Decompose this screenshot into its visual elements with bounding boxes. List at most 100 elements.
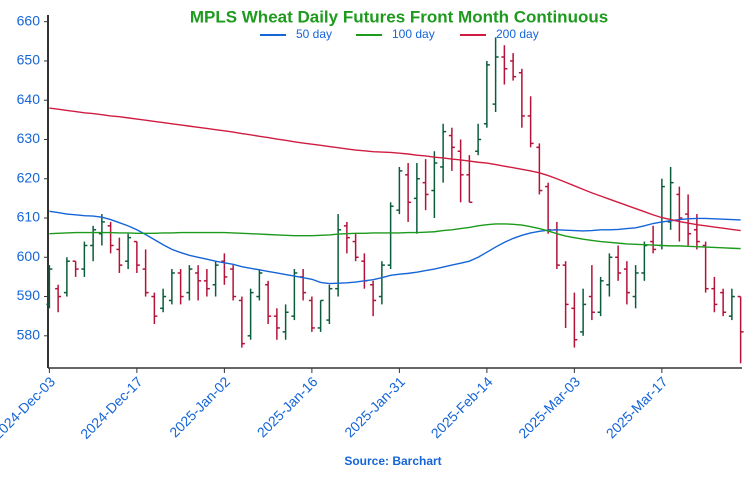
ohlc-bar xyxy=(168,269,175,305)
ohlc-bar xyxy=(72,260,79,277)
ohlc-bar xyxy=(396,166,403,215)
ohlc-bar xyxy=(343,221,350,254)
ohlc-bar xyxy=(492,37,499,112)
ohlc-bar xyxy=(90,225,97,262)
y-tick-label: 600 xyxy=(17,248,41,264)
ohlc-bar xyxy=(658,178,665,250)
y-tick-label: 580 xyxy=(17,327,41,343)
y-tick-label: 640 xyxy=(17,91,41,107)
ohlc-bar xyxy=(597,276,604,317)
ohlc-bar xyxy=(46,265,53,309)
y-tick-label: 630 xyxy=(17,130,41,146)
x-tick-label: 2024-Dec-17 xyxy=(77,373,146,442)
ohlc-bar xyxy=(352,233,359,262)
legend: 50 day 100 day 200 day xyxy=(260,27,539,41)
ohlc-bar xyxy=(553,221,560,270)
chart-title: MPLS Wheat Daily Futures Front Month Con… xyxy=(190,7,608,26)
ohlc-bar xyxy=(212,261,219,297)
ohlc-bar xyxy=(466,155,473,204)
ohlc-bar xyxy=(256,269,263,301)
ohlc-bar xyxy=(142,249,149,297)
ohlc-bar xyxy=(133,240,140,273)
ohlc-bar xyxy=(737,295,744,364)
ohlc-bar xyxy=(291,269,298,321)
y-tick-label: 660 xyxy=(17,12,41,28)
ohlc-bar xyxy=(720,288,727,317)
ohlc-bar xyxy=(361,253,368,289)
ohlc-bar xyxy=(527,96,534,148)
ma-line xyxy=(49,210,741,285)
ohlc-bar xyxy=(335,214,342,297)
ohlc-bar xyxy=(308,296,315,332)
ma-line xyxy=(49,223,741,250)
ohlc-bar xyxy=(588,265,595,321)
ohlc-bar xyxy=(702,241,709,293)
ohlc-bar xyxy=(177,269,184,305)
ohlc-bar xyxy=(326,284,333,325)
ohlc-bar xyxy=(632,265,639,309)
x-tick-label: 2024-Dec-03 xyxy=(0,373,58,442)
ohlc-bar xyxy=(483,60,490,128)
ohlc-bar xyxy=(63,257,70,297)
ohlc-bar xyxy=(265,280,272,325)
ohlc-bar xyxy=(545,182,552,234)
x-tick-label: 2025-Mar-17 xyxy=(603,373,671,441)
ohlc-bar xyxy=(711,276,718,313)
legend-label: 100 day xyxy=(392,27,435,41)
x-tick-label: 2025-Feb-14 xyxy=(428,373,496,441)
ohlc-bar xyxy=(230,265,237,301)
ohlc-bar xyxy=(431,151,438,219)
y-tick-label: 620 xyxy=(17,169,41,185)
ohlc-bar xyxy=(160,288,167,313)
ohlc-bar xyxy=(186,265,193,301)
ohlc-bar xyxy=(728,288,735,321)
ohlc-bar xyxy=(405,163,412,222)
ohlc-bar xyxy=(606,253,613,297)
ohlc-bar xyxy=(203,269,210,297)
ohlc-bar xyxy=(282,304,289,340)
x-tick-label: 2025-Jan-16 xyxy=(254,373,321,440)
ohlc-bar xyxy=(693,214,700,250)
ohlc-bar xyxy=(378,261,385,305)
ohlc-bar xyxy=(501,45,508,85)
ohlc-bar xyxy=(440,123,447,183)
x-tick-label: 2025-Jan-31 xyxy=(341,373,408,440)
ohlc-bar xyxy=(238,296,245,348)
ohlc-bar xyxy=(457,139,464,203)
ohlc-bar xyxy=(422,159,429,211)
y-tick-label: 590 xyxy=(17,287,41,303)
legend-label: 200 day xyxy=(496,27,539,41)
ohlc-bar xyxy=(107,221,114,254)
ohlc-bar xyxy=(317,299,324,332)
ohlc-bar xyxy=(562,261,569,328)
ohlc-bar xyxy=(413,163,420,234)
ohlc-bar xyxy=(125,233,132,270)
ohlc-bar xyxy=(247,288,254,340)
ohlc-bar xyxy=(370,280,377,317)
x-tick-label: 2025-Jan-02 xyxy=(166,373,233,440)
ohlc-bar xyxy=(387,202,394,270)
x-tick-label: 2025-Mar-03 xyxy=(515,373,583,441)
ohlc-bar xyxy=(623,261,630,305)
ohlc-bar xyxy=(676,186,683,242)
ohlc-bar xyxy=(116,237,123,273)
ohlc-bar xyxy=(510,53,517,81)
ohlc-bar xyxy=(518,68,525,128)
legend-label: 50 day xyxy=(296,27,332,41)
ohlc-bar xyxy=(98,214,105,246)
y-tick-label: 650 xyxy=(17,52,41,68)
ohlc-bar xyxy=(685,194,692,246)
ohlc-bar xyxy=(580,288,587,336)
ohlc-bar xyxy=(571,292,578,348)
y-tick-label: 610 xyxy=(17,209,41,225)
ohlc-bar xyxy=(536,143,543,195)
ohlc-bar xyxy=(55,284,62,313)
ohlc-bar xyxy=(195,265,202,301)
ohlc-bar xyxy=(300,269,307,301)
ma-line xyxy=(49,107,741,232)
ohlc-bar xyxy=(221,253,228,285)
ohlc-bar xyxy=(151,292,158,325)
ohlc-bar xyxy=(448,127,455,171)
ohlc-bar xyxy=(641,241,648,281)
